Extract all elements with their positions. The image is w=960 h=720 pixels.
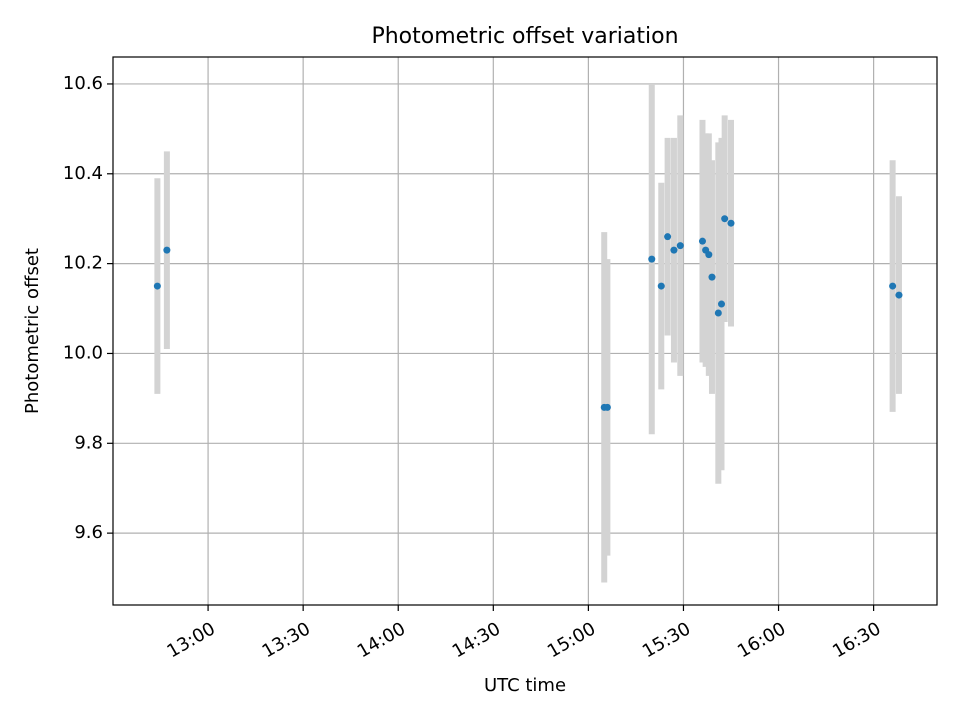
- data-point: [705, 251, 713, 259]
- x-tick-label: 15:30: [639, 618, 694, 662]
- x-tick-label: 16:30: [829, 618, 884, 662]
- y-tick-label: 9.8: [74, 432, 103, 453]
- data-point: [657, 282, 665, 290]
- data-point: [721, 215, 729, 223]
- x-tick-label: 15:00: [544, 618, 599, 662]
- tick-layer: 13:00 13:30 14:00 14:30 15:00 15:30 16:00 16:30…: [63, 73, 885, 662]
- data-point: [708, 273, 716, 281]
- y-tick-label: 9.6: [74, 522, 103, 543]
- x-tick-label: 14:30: [449, 618, 504, 662]
- x-tick-label: 14:00: [354, 618, 409, 662]
- point-layer: [153, 215, 903, 411]
- data-point: [895, 291, 903, 299]
- y-tick-label: 10.6: [63, 73, 103, 94]
- data-point: [889, 282, 897, 290]
- y-tick-label: 10.4: [63, 163, 103, 184]
- data-point: [603, 403, 611, 411]
- grid-layer: [113, 57, 937, 605]
- x-tick-label: 16:00: [734, 618, 789, 662]
- data-point: [676, 242, 684, 250]
- data-point: [163, 246, 171, 254]
- data-point: [153, 282, 161, 290]
- plot-frame: [112, 56, 938, 606]
- data-point: [670, 246, 678, 254]
- data-point: [698, 237, 706, 245]
- y-axis-label: Photometric offset: [22, 248, 43, 414]
- errorbar-layer: [154, 83, 902, 583]
- x-tick-label: 13:30: [259, 618, 314, 662]
- y-tick-label: 10.0: [63, 342, 103, 363]
- x-tick-label: 13:00: [164, 618, 219, 662]
- x-axis-label: UTC time: [484, 675, 566, 696]
- data-point: [727, 219, 735, 227]
- data-point: [664, 233, 672, 241]
- chart-title: Photometric offset variation: [371, 24, 678, 49]
- data-point: [717, 300, 725, 308]
- y-tick-label: 10.2: [63, 253, 103, 274]
- data-point: [648, 255, 656, 263]
- data-point: [714, 309, 722, 317]
